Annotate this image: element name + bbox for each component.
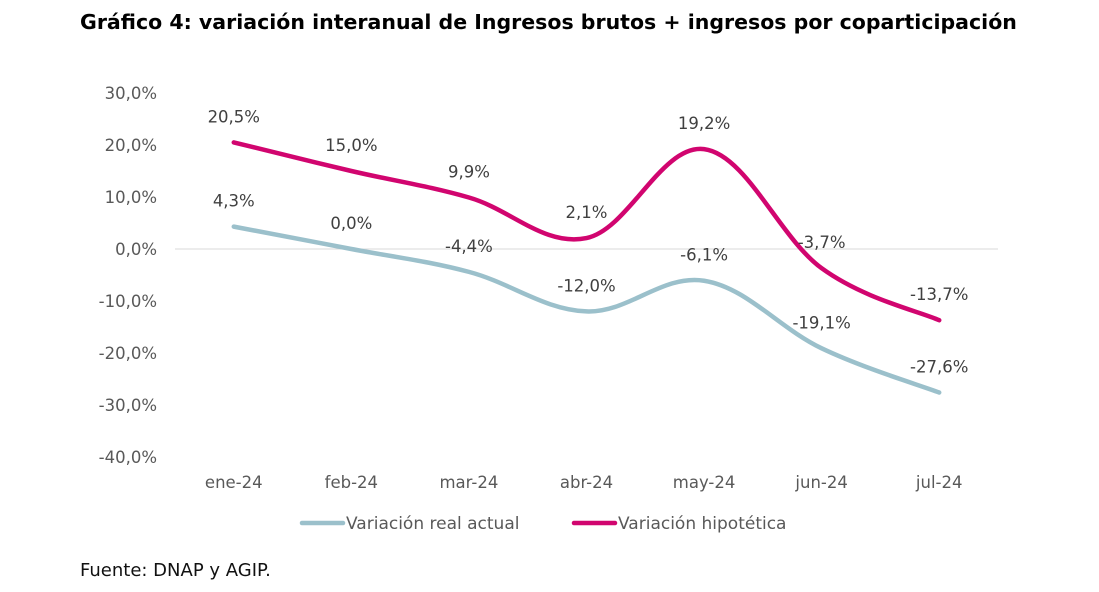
x-tick-label: ene-24 [205,473,263,492]
data-label: -12,0% [557,276,615,295]
y-axis: 30,0% 20,0% 10,0% 0,0% -10,0% -20,0% -30,0% -40… [99,84,157,467]
data-label: -4,4% [445,237,493,256]
y-tick-label: 30,0% [105,84,157,103]
data-label: 15,0% [325,136,377,155]
y-tick-label: 20,0% [105,136,157,155]
data-label: -19,1% [792,313,850,332]
x-tick-label: abr-24 [560,473,613,492]
x-tick-label: jul-24 [915,473,963,492]
x-tick-label: jun-24 [794,473,847,492]
x-tick-label: mar-24 [439,473,498,492]
chart-title: Gráfico 4: variación interanual de Ingre… [80,10,1017,34]
data-labels: 4,3% 0,0% -4,4% -12,0% -6,1% -19,1% -27,6% 20,5… [208,107,969,376]
data-label: -27,6% [910,358,968,377]
legend: Variación real actual Variación hipotétic… [299,514,786,534]
y-tick-label: -20,0% [99,344,157,363]
source-note: Fuente: DNAP y AGIP. [80,560,271,581]
data-label: -13,7% [910,285,968,304]
data-label: -3,7% [798,233,846,252]
x-axis: ene-24 feb-24 mar-24 abr-24 may-24 jun-24 jul-… [205,473,963,492]
y-tick-label: 10,0% [105,188,157,207]
x-tick-label: may-24 [673,473,736,492]
data-label: 20,5% [208,107,260,126]
y-tick-label: -10,0% [99,292,157,311]
series-layer [231,140,942,395]
data-label: 9,9% [448,163,490,182]
y-tick-label: 0,0% [115,240,157,259]
legend-label: Variación hipotética [618,514,786,534]
data-label: 2,1% [566,203,608,222]
data-label: -6,1% [680,246,728,265]
y-tick-label: -40,0% [99,448,157,467]
legend-label: Variación real actual [346,514,519,534]
data-label: 0,0% [330,214,372,233]
data-label: 4,3% [213,192,255,211]
y-tick-label: -30,0% [99,396,157,415]
x-tick-label: feb-24 [325,473,378,492]
data-label: 19,2% [678,114,730,133]
